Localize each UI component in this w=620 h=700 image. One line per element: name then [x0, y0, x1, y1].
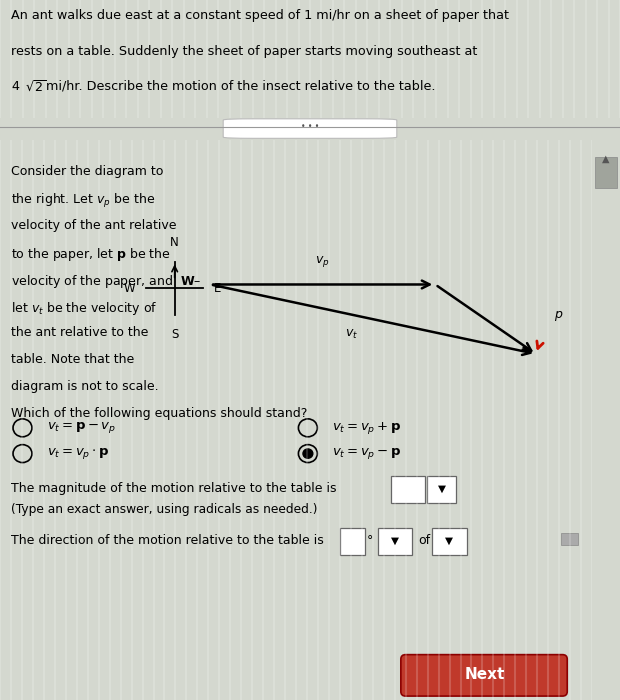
Text: mi/hr. Describe the motion of the insect relative to the table.: mi/hr. Describe the motion of the insect… — [42, 80, 436, 93]
Text: $v_t = v_p + \mathbf{p}$: $v_t = v_p + \mathbf{p}$ — [332, 420, 402, 436]
FancyBboxPatch shape — [391, 476, 425, 503]
Text: °: ° — [367, 534, 373, 547]
Text: $p$: $p$ — [554, 309, 563, 323]
Text: $v_t = \mathbf{p} - v_p$: $v_t = \mathbf{p} - v_p$ — [46, 420, 116, 435]
Text: • • •: • • • — [301, 122, 319, 131]
FancyBboxPatch shape — [401, 654, 567, 696]
Text: ▼: ▼ — [445, 536, 453, 545]
FancyBboxPatch shape — [595, 157, 617, 188]
Text: N: N — [170, 236, 179, 249]
Text: 4: 4 — [11, 80, 19, 93]
Text: ▲: ▲ — [602, 154, 610, 164]
Text: S: S — [171, 328, 179, 341]
Circle shape — [303, 449, 313, 458]
Text: velocity of the paper, and  $\mathbf{W}$–: velocity of the paper, and $\mathbf{W}$– — [11, 273, 202, 290]
FancyBboxPatch shape — [561, 533, 578, 545]
Text: The magnitude of the motion relative to the table is: The magnitude of the motion relative to … — [11, 482, 336, 495]
Text: table. Note that the: table. Note that the — [11, 354, 134, 366]
FancyBboxPatch shape — [223, 119, 397, 139]
Text: the ant relative to the: the ant relative to the — [11, 326, 148, 340]
Text: Consider the diagram to: Consider the diagram to — [11, 165, 163, 178]
Text: let $v_t$ be the velocity of: let $v_t$ be the velocity of — [11, 300, 157, 316]
Text: of: of — [418, 534, 430, 547]
Text: $v_t$: $v_t$ — [345, 328, 358, 341]
Text: The direction of the motion relative to the table is: The direction of the motion relative to … — [11, 534, 324, 547]
Text: An ant walks due east at a constant speed of 1 mi/hr on a sheet of paper that: An ant walks due east at a constant spee… — [11, 9, 509, 22]
Text: (Type an exact answer, using radicals as needed.): (Type an exact answer, using radicals as… — [11, 503, 317, 516]
Text: Which of the following equations should stand?: Which of the following equations should … — [11, 407, 307, 420]
Text: rests on a table. Suddenly the sheet of paper starts moving southeast at: rests on a table. Suddenly the sheet of … — [11, 45, 477, 57]
Text: diagram is not to scale.: diagram is not to scale. — [11, 380, 158, 393]
Text: the right. Let $v_p$ be the: the right. Let $v_p$ be the — [11, 192, 155, 210]
Text: W: W — [124, 282, 136, 295]
Text: $\sqrt{2}$: $\sqrt{2}$ — [25, 80, 46, 95]
Text: ▼: ▼ — [391, 536, 399, 545]
FancyBboxPatch shape — [340, 528, 365, 555]
Text: velocity of the ant relative: velocity of the ant relative — [11, 219, 176, 232]
Text: Next: Next — [464, 667, 505, 682]
FancyBboxPatch shape — [432, 528, 467, 555]
FancyBboxPatch shape — [378, 528, 412, 555]
Text: to the paper, let $\mathbf{p}$ be the: to the paper, let $\mathbf{p}$ be the — [11, 246, 170, 262]
Text: $v_t = v_p - \mathbf{p}$: $v_t = v_p - \mathbf{p}$ — [332, 446, 402, 461]
Text: ▼: ▼ — [438, 483, 446, 493]
Text: $v_p$: $v_p$ — [316, 254, 330, 269]
Text: E: E — [214, 282, 221, 295]
FancyBboxPatch shape — [428, 476, 456, 503]
Text: $v_t = v_p \cdot \mathbf{p}$: $v_t = v_p \cdot \mathbf{p}$ — [46, 446, 109, 461]
